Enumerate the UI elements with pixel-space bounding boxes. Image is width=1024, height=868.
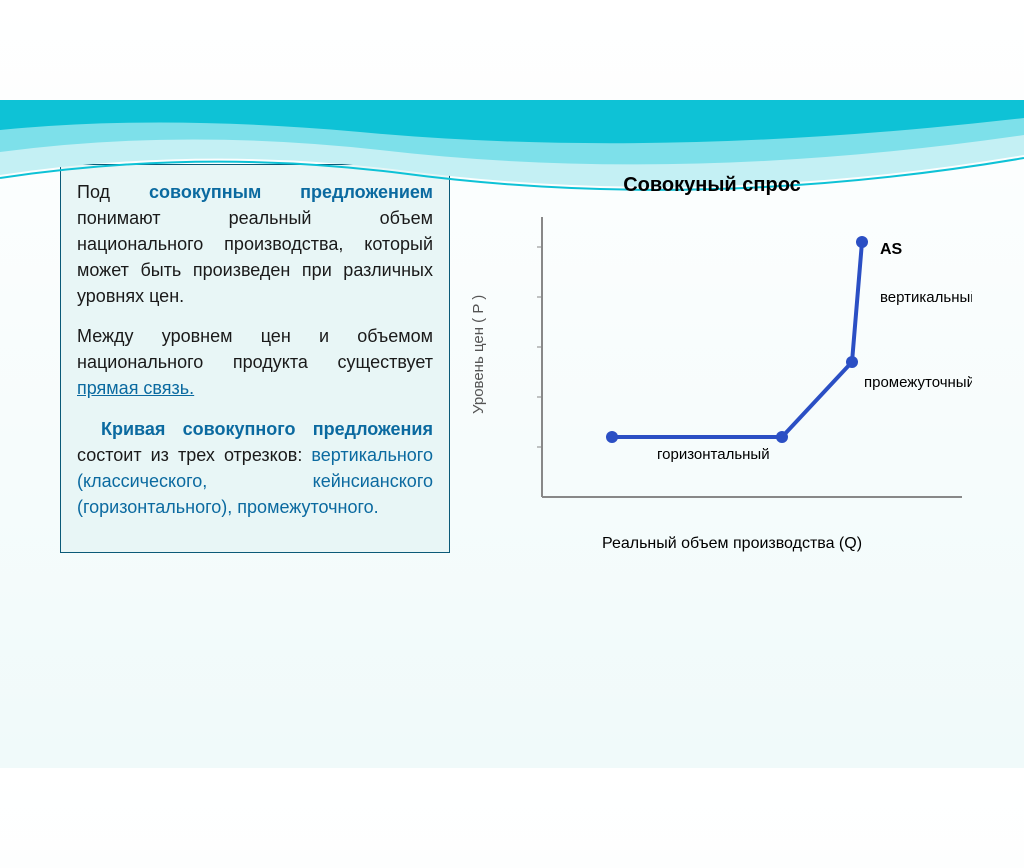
definition-box: Под совокупным предложением понимают реа… xyxy=(60,164,450,553)
p3-mid: состоит из трех отрезков: xyxy=(77,445,311,465)
p2-pre: Между уровнем цен и объемом национальног… xyxy=(77,326,433,372)
chart-xlabel: Реальный объем производства (Q) xyxy=(480,535,984,553)
curve-point-2 xyxy=(846,356,858,368)
p2-link: прямая связь. xyxy=(77,378,194,398)
definition-p2: Между уровнем цен и объемом национальног… xyxy=(77,323,433,401)
label-vertical: вертикальный xyxy=(880,289,972,306)
label-as: AS xyxy=(880,241,903,258)
chart-title: Совокуный спрос xyxy=(440,174,984,197)
chart-ylabel: Уровень цен ( P ) xyxy=(470,295,487,414)
curve-point-1 xyxy=(776,431,788,443)
label-intermediate: промежуточный xyxy=(864,374,972,391)
p1-post: понимают реальный объем национального пр… xyxy=(77,208,433,306)
p3-highlight: Кривая совокупного предложения xyxy=(101,419,433,439)
chart-area: Совокуный спрос Уровень цен ( P ) горизо… xyxy=(480,164,984,553)
curve-point-3 xyxy=(856,236,868,248)
curve-point-0 xyxy=(606,431,618,443)
content-row: Под совокупным предложением понимают реа… xyxy=(60,164,984,553)
as-curve xyxy=(612,242,862,437)
definition-p3: Кривая совокупного предложения состоит и… xyxy=(77,416,433,520)
as-curve-chart: горизонтальный промежуточный вертикальный A… xyxy=(492,207,972,527)
label-horizontal: горизонтальный xyxy=(657,446,770,463)
